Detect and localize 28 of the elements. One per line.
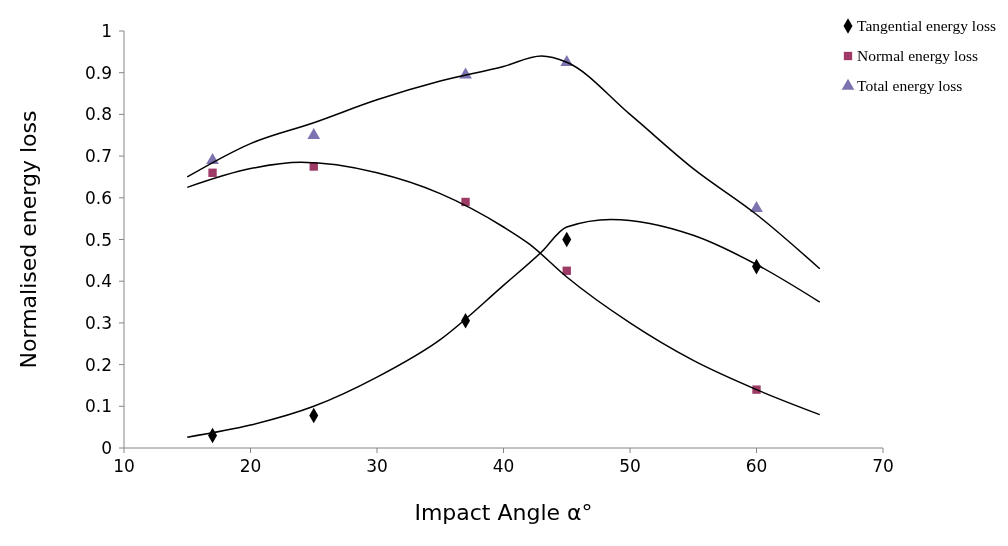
- x-tick-label: 40: [492, 456, 515, 476]
- y-tick-label: 0.6: [84, 187, 112, 208]
- y-tick-label: 1: [101, 21, 112, 41]
- x-tick-label: 20: [239, 456, 262, 476]
- y-tick-label: 0.1: [84, 396, 112, 417]
- y-tick-label: 0.7: [84, 146, 112, 167]
- point: [750, 200, 763, 212]
- y-axis-title: Normalised energy loss: [16, 110, 41, 369]
- y-tick-label: 0.5: [84, 229, 112, 250]
- y-tick-label: 0.9: [84, 62, 112, 83]
- x-tick-label: 10: [113, 456, 135, 476]
- line-series: [186, 55, 821, 270]
- y-tick-label: 0.4: [84, 271, 112, 292]
- y-tick-label: 0.3: [84, 312, 112, 333]
- x-axis-title: Impact Angle α°: [414, 500, 593, 525]
- legend-label: Tangential energy loss: [857, 17, 996, 34]
- point: [307, 127, 321, 139]
- point: [208, 168, 217, 177]
- x-tick-label: 70: [872, 456, 894, 476]
- y-tick-label: 0.2: [84, 354, 112, 375]
- y-tick-label: 0: [101, 438, 112, 458]
- legend-label: Total energy loss: [857, 77, 963, 94]
- x-tick-label: 50: [619, 456, 641, 476]
- legend-label: Normal energy loss: [857, 47, 979, 64]
- x-tick-label: 60: [745, 456, 768, 476]
- x-tick-label: 30: [366, 456, 388, 476]
- point: [461, 197, 470, 207]
- y-tick-label: 0.8: [84, 104, 112, 125]
